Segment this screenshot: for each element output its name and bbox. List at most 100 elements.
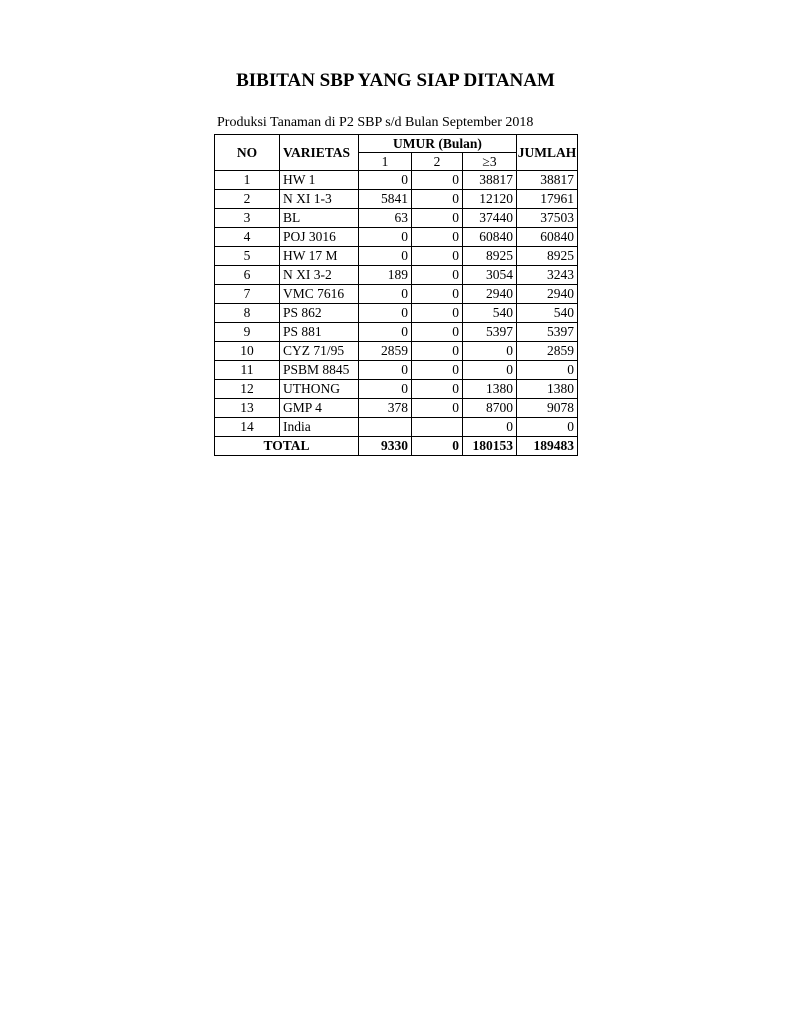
cell-varietas: VMC 7616 xyxy=(279,284,359,304)
cell-umur-2: 0 xyxy=(411,341,463,361)
cell-no: 6 xyxy=(214,265,280,285)
cell-umur-2: 0 xyxy=(411,360,463,380)
cell-umur-3plus: 0 xyxy=(462,341,517,361)
cell-umur-1: 0 xyxy=(358,227,412,247)
cell-umur-1: 0 xyxy=(358,322,412,342)
total-label: TOTAL xyxy=(214,436,359,456)
table-row: 14 India 0 0 xyxy=(214,417,578,437)
header-umur-2: 2 xyxy=(411,152,463,171)
cell-jumlah: 9078 xyxy=(516,398,578,418)
cell-umur-3plus: 3054 xyxy=(462,265,517,285)
cell-umur-1: 2859 xyxy=(358,341,412,361)
cell-umur-1 xyxy=(358,417,412,437)
cell-jumlah: 8925 xyxy=(516,246,578,266)
cell-umur-2: 0 xyxy=(411,265,463,285)
cell-jumlah: 17961 xyxy=(516,189,578,209)
cell-umur-1: 378 xyxy=(358,398,412,418)
cell-varietas: PSBM 8845 xyxy=(279,360,359,380)
cell-umur-1: 63 xyxy=(358,208,412,228)
table-row: 4 POJ 3016 0 0 60840 60840 xyxy=(214,227,578,247)
cell-umur-2: 0 xyxy=(411,303,463,323)
cell-no: 10 xyxy=(214,341,280,361)
table-row: 11 PSBM 8845 0 0 0 0 xyxy=(214,360,578,380)
cell-umur-1: 0 xyxy=(358,246,412,266)
cell-umur-1: 0 xyxy=(358,379,412,399)
cell-jumlah: 1380 xyxy=(516,379,578,399)
table-row: 5 HW 17 M 0 0 8925 8925 xyxy=(214,246,578,266)
cell-umur-3plus: 0 xyxy=(462,417,517,437)
header-umur-1: 1 xyxy=(358,152,412,171)
table-row: 13 GMP 4 378 0 8700 9078 xyxy=(214,398,578,418)
cell-no: 12 xyxy=(214,379,280,399)
cell-umur-3plus: 8925 xyxy=(462,246,517,266)
cell-umur-2: 0 xyxy=(411,189,463,209)
cell-no: 8 xyxy=(214,303,280,323)
table-row: 10 CYZ 71/95 2859 0 0 2859 xyxy=(214,341,578,361)
cell-no: 1 xyxy=(214,170,280,190)
cell-umur-3plus: 1380 xyxy=(462,379,517,399)
cell-umur-2: 0 xyxy=(411,379,463,399)
cell-no: 13 xyxy=(214,398,280,418)
header-no: NO xyxy=(214,134,280,171)
cell-umur-1: 0 xyxy=(358,360,412,380)
cell-umur-3plus: 2940 xyxy=(462,284,517,304)
cell-umur-1: 0 xyxy=(358,170,412,190)
cell-varietas: N XI 3-2 xyxy=(279,265,359,285)
cell-jumlah: 0 xyxy=(516,417,578,437)
production-table: NO VARIETAS UMUR (Bulan) JUMLAH 1 2 ≥3 1… xyxy=(214,134,578,456)
cell-umur-1: 0 xyxy=(358,284,412,304)
cell-jumlah: 0 xyxy=(516,360,578,380)
cell-umur-1: 0 xyxy=(358,303,412,323)
cell-varietas: UTHONG xyxy=(279,379,359,399)
cell-umur-2: 0 xyxy=(411,284,463,304)
cell-umur-2: 0 xyxy=(411,246,463,266)
cell-varietas: PS 881 xyxy=(279,322,359,342)
cell-varietas: POJ 3016 xyxy=(279,227,359,247)
cell-umur-3plus: 38817 xyxy=(462,170,517,190)
cell-varietas: HW 1 xyxy=(279,170,359,190)
document-title: BIBITAN SBP YANG SIAP DITANAM xyxy=(236,70,555,91)
cell-umur-2: 0 xyxy=(411,170,463,190)
cell-jumlah: 5397 xyxy=(516,322,578,342)
cell-no: 7 xyxy=(214,284,280,304)
header-umur-3plus: ≥3 xyxy=(462,152,517,171)
cell-varietas: GMP 4 xyxy=(279,398,359,418)
cell-umur-3plus: 0 xyxy=(462,360,517,380)
total-umur-3plus: 180153 xyxy=(462,436,517,456)
cell-varietas: PS 862 xyxy=(279,303,359,323)
header-varietas: VARIETAS xyxy=(279,134,359,171)
table-row: 9 PS 881 0 0 5397 5397 xyxy=(214,322,578,342)
total-row: TOTAL 9330 0 180153 189483 xyxy=(214,436,578,456)
table-row: 3 BL 63 0 37440 37503 xyxy=(214,208,578,228)
cell-jumlah: 38817 xyxy=(516,170,578,190)
total-umur-1: 9330 xyxy=(358,436,412,456)
cell-no: 2 xyxy=(214,189,280,209)
table-row: 8 PS 862 0 0 540 540 xyxy=(214,303,578,323)
header-umur: UMUR (Bulan) xyxy=(358,134,517,153)
cell-varietas: CYZ 71/95 xyxy=(279,341,359,361)
cell-umur-2: 0 xyxy=(411,227,463,247)
total-jumlah: 189483 xyxy=(516,436,578,456)
document-subtitle: Produksi Tanaman di P2 SBP s/d Bulan Sep… xyxy=(217,115,534,130)
cell-jumlah: 2940 xyxy=(516,284,578,304)
cell-no: 5 xyxy=(214,246,280,266)
cell-varietas: N XI 1-3 xyxy=(279,189,359,209)
total-umur-2: 0 xyxy=(411,436,463,456)
cell-no: 3 xyxy=(214,208,280,228)
cell-umur-1: 5841 xyxy=(358,189,412,209)
cell-umur-1: 189 xyxy=(358,265,412,285)
table-row: 1 HW 1 0 0 38817 38817 xyxy=(214,170,578,190)
cell-varietas: HW 17 M xyxy=(279,246,359,266)
header-jumlah: JUMLAH xyxy=(516,134,578,171)
cell-umur-3plus: 37440 xyxy=(462,208,517,228)
cell-umur-2 xyxy=(411,417,463,437)
cell-jumlah: 540 xyxy=(516,303,578,323)
cell-jumlah: 37503 xyxy=(516,208,578,228)
cell-umur-3plus: 12120 xyxy=(462,189,517,209)
cell-jumlah: 60840 xyxy=(516,227,578,247)
cell-varietas: India xyxy=(279,417,359,437)
cell-jumlah: 2859 xyxy=(516,341,578,361)
cell-varietas: BL xyxy=(279,208,359,228)
